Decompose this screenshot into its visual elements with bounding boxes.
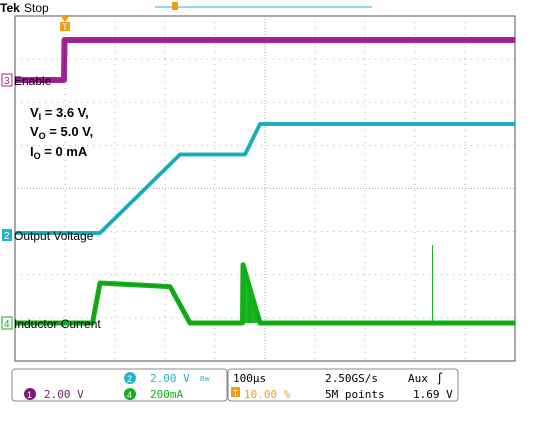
trace-centerline-enable	[15, 39, 515, 81]
trace-output-voltage	[15, 122, 515, 235]
timebase: 100µs	[233, 372, 266, 385]
channel-2-label: 2 Output Voltage	[2, 229, 94, 243]
svg-text:1: 1	[27, 390, 32, 400]
trigger-position-icon	[172, 2, 178, 10]
svg-text:T: T	[233, 389, 238, 398]
svg-text:3: 3	[4, 76, 10, 87]
ch2-badge: 2	[124, 372, 136, 384]
waveform-traces	[15, 37, 515, 326]
brand-label: Tek	[0, 1, 20, 15]
trace-enable	[15, 37, 515, 83]
graticule	[14, 15, 516, 362]
trigger-source: Aux	[408, 372, 428, 385]
record-length: 5M points	[325, 388, 385, 401]
acquisition-status: Stop	[24, 1, 49, 15]
readout-panel: 1 2.00 V 2 2.00 V Bw 4 200mA 100µs T 10.…	[11, 368, 459, 402]
channel-3-label: 3 Enable	[1, 73, 52, 88]
trigger-position-badge: T	[231, 387, 240, 398]
ch4-badge: 4	[124, 388, 136, 400]
svg-text:2: 2	[127, 374, 132, 384]
enable-label: Enable	[14, 74, 52, 88]
trigger-level: 1.69 V	[413, 388, 453, 401]
svg-text:2: 2	[4, 231, 10, 242]
test-conditions: VI = 3.6 V, VO = 5.0 V, IO = 0 mA	[30, 105, 93, 161]
trigger-marker-label: T	[62, 22, 68, 32]
trigger-marker: T	[60, 15, 70, 32]
bandwidth-limit-icon: Bw	[200, 376, 211, 383]
trace-centerline-inductor-current	[15, 264, 515, 324]
ch2-scale: 2.00 V	[150, 372, 190, 385]
condition-io: IO = 0 mA	[30, 144, 88, 161]
trigger-position: 10.00 %	[244, 388, 291, 401]
channel-4-label: 4 Inductor Current	[1, 316, 101, 331]
trace-inductor-current	[15, 262, 515, 326]
inductor-current-label: Inductor Current	[14, 317, 101, 331]
svg-text:4: 4	[4, 319, 10, 330]
trace-centerline-output-voltage	[15, 123, 515, 234]
sample-rate: 2.50GS/s	[325, 372, 378, 385]
ch4-scale: 200mA	[150, 388, 183, 401]
output-voltage-label: Output Voltage	[14, 229, 94, 243]
condition-vi: VI = 3.6 V,	[30, 105, 89, 122]
ch1-scale: 2.00 V	[44, 388, 84, 401]
trigger-slope-icon: ʃ	[437, 371, 443, 385]
svg-text:4: 4	[127, 390, 132, 400]
condition-vo: VO = 5.0 V,	[30, 124, 93, 141]
ch1-badge: 1	[24, 388, 36, 400]
